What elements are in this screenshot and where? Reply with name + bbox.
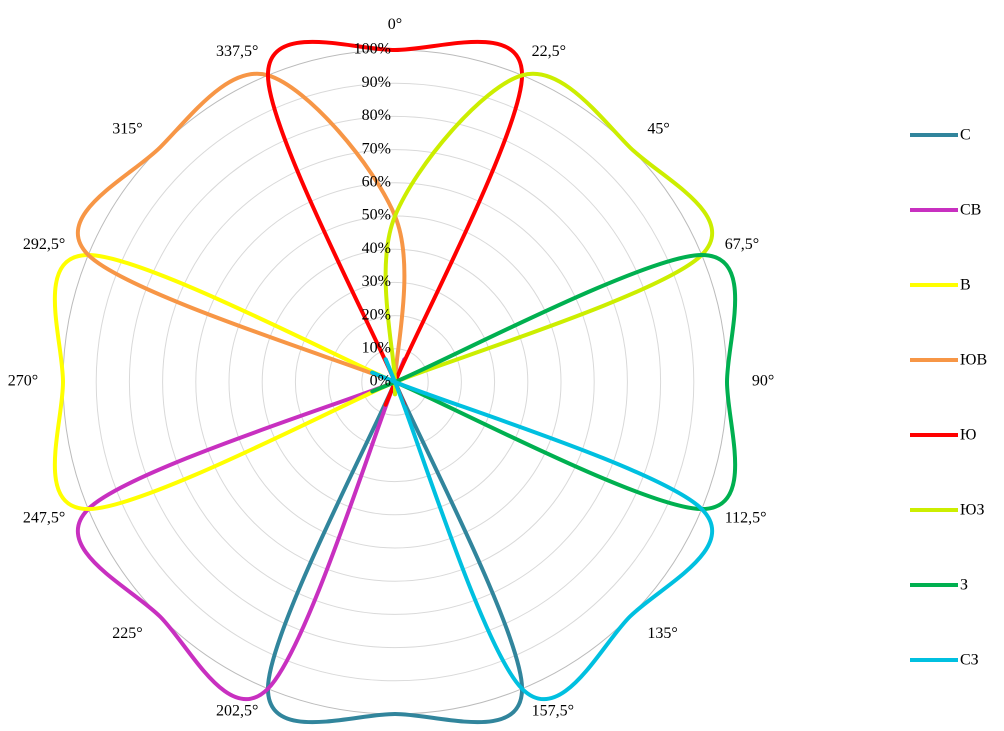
grid-circle: [128, 115, 662, 649]
r-tick-label: 50%: [362, 207, 391, 224]
series-line: [370, 357, 714, 701]
angle-label: 0°: [388, 16, 402, 33]
angle-label: 112,5°: [725, 509, 767, 526]
r-tick-label: 70%: [362, 140, 391, 157]
r-tick-label: 30%: [362, 273, 391, 290]
r-tick-label: 40%: [362, 240, 391, 257]
angle-label: 337,5°: [216, 43, 258, 60]
angle-label: 292,5°: [23, 236, 65, 253]
series-line: [76, 357, 420, 701]
angle-label: 315°: [112, 120, 142, 137]
grid-circle: [195, 182, 595, 582]
angle-label: 135°: [647, 625, 677, 642]
grid-circle: [294, 281, 496, 483]
r-tick-label: 80%: [362, 107, 391, 124]
angle-label: 247,5°: [23, 509, 65, 526]
legend-label: Ю: [960, 427, 976, 444]
angle-label: 225°: [112, 625, 142, 642]
angle-label: 45°: [647, 120, 669, 137]
angle-label: 157,5°: [532, 702, 574, 719]
r-tick-label: 90%: [362, 74, 391, 91]
legend-label: СЗ: [960, 652, 979, 669]
legend-label: З: [960, 577, 968, 594]
grid-circle: [95, 82, 695, 682]
r-tick-label: 0%: [370, 373, 391, 390]
legend-label: ЮВ: [960, 352, 987, 369]
series-line: [370, 71, 714, 397]
angle-label: 180°: [380, 730, 410, 731]
legend-label: В: [960, 277, 971, 294]
r-tick-label: 100%: [354, 41, 391, 58]
grid-circle: [162, 149, 628, 615]
legend-label: ЮЗ: [960, 502, 984, 519]
angle-label: 67,5°: [725, 236, 759, 253]
r-tick-label: 20%: [362, 306, 391, 323]
grid-circle: [261, 248, 529, 516]
angle-label: 202,5°: [216, 702, 258, 719]
angle-label: 270°: [8, 373, 38, 390]
legend-label: СВ: [960, 202, 981, 219]
grid-circle: [361, 348, 429, 416]
grid-circle: [328, 315, 462, 449]
legend-label: С: [960, 127, 971, 144]
angle-label: 22,5°: [532, 43, 566, 60]
r-tick-label: 10%: [362, 339, 391, 356]
angle-label: 90°: [752, 373, 774, 390]
r-tick-label: 60%: [362, 173, 391, 190]
